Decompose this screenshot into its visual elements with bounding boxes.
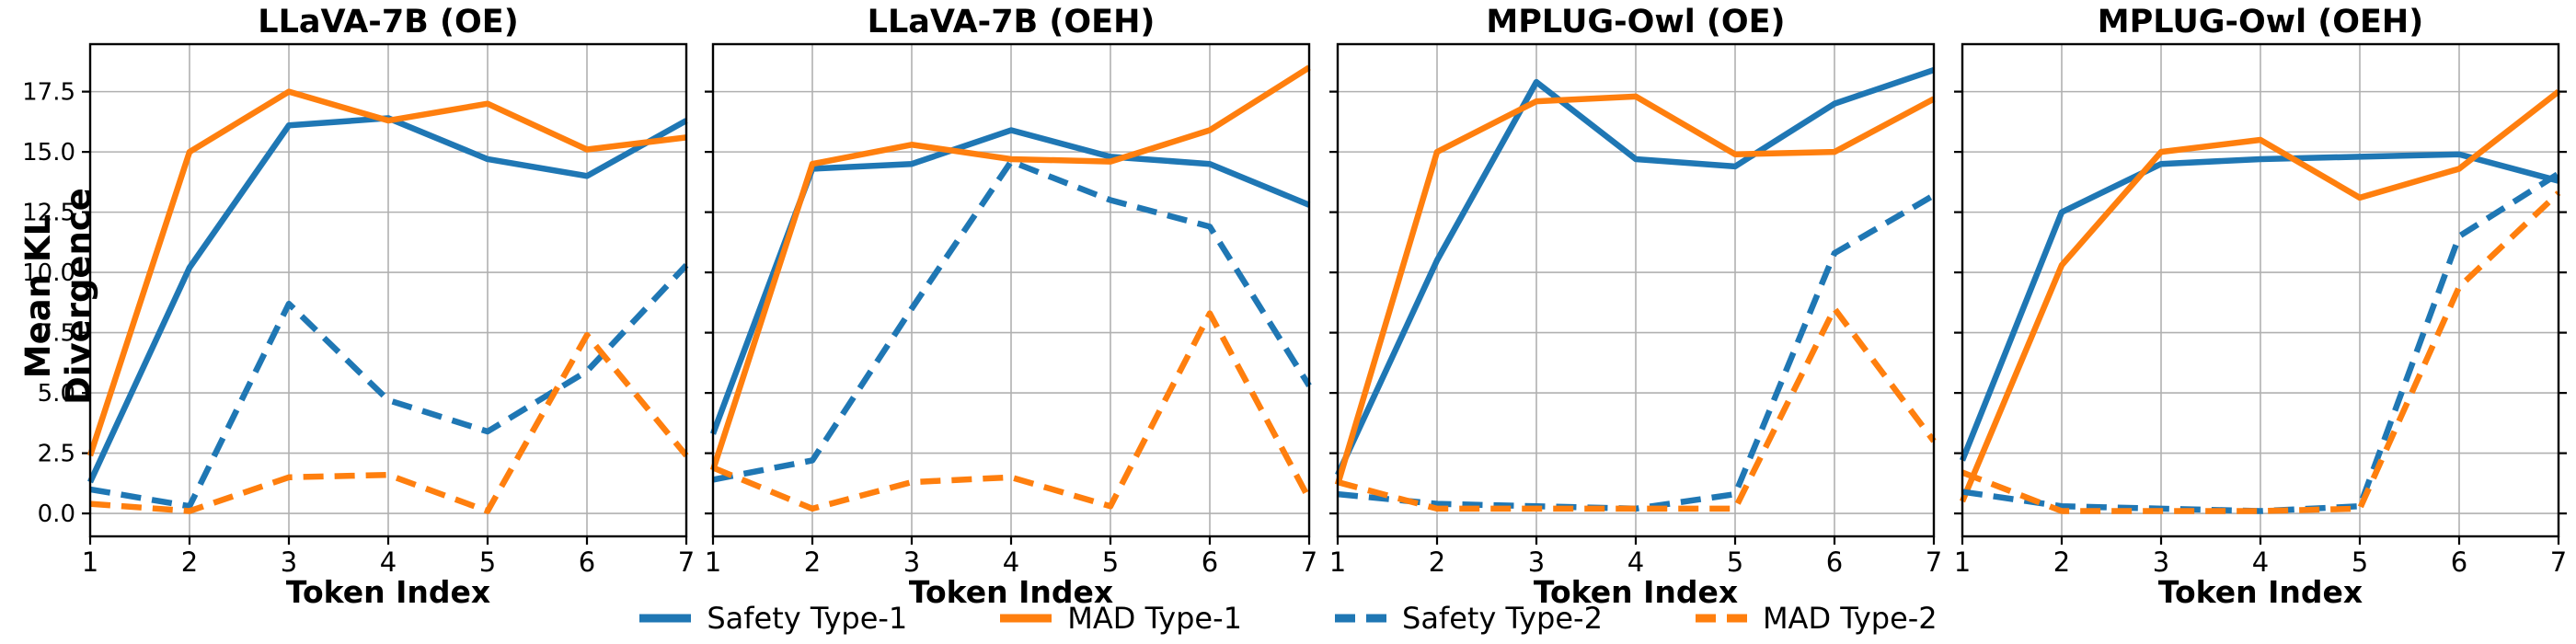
legend-label: MAD Type-1: [1067, 601, 1242, 636]
y-tick-label: 5.0: [38, 380, 75, 408]
subplot-llava-7b-oe: LLaVA-7B (OE) 0.0 2.5 5.0 7.5 10.0 12.5 15.0 17…: [22, 0, 695, 644]
x-tick-label: 6: [579, 546, 595, 578]
x-tick-label: 7: [1301, 546, 1317, 578]
legend-label: MAD Type-2: [1762, 601, 1938, 636]
series-line-safety-type-2: [1961, 170, 2560, 514]
legend-item-mad-type-2: MAD Type-2: [1695, 601, 1938, 636]
series-line-safety-type-1: [1335, 66, 1936, 477]
x-tick-label: 5: [2352, 546, 2368, 578]
subplot-title: MPLUG-Owl (OEH): [2097, 4, 2424, 40]
x-tick-label: 5: [479, 546, 496, 578]
legend-item-safety-type-2: Safety Type-2: [1334, 601, 1603, 636]
y-tick-label: 17.5: [22, 79, 75, 107]
series-line-safety-type-2: [712, 158, 1312, 483]
x-tick-label: 2: [1429, 546, 1445, 578]
x-tick-label: 2: [181, 546, 198, 578]
x-tick-label: 5: [1727, 546, 1743, 578]
y-tick-label: 12.5: [22, 200, 75, 227]
x-tick-label: 1: [1329, 546, 1346, 578]
plot-area: 1 2 3 4 5 6 7: [705, 42, 1317, 578]
x-axis-label: Token Index: [285, 574, 491, 610]
subplot-llava-7b-oeh: LLaVA-7B (OEH) 1 2 3 4 5 6 7 Token Index: [705, 0, 1317, 644]
y-tick-label: 0.0: [38, 500, 75, 528]
x-tick-label: 7: [678, 546, 695, 578]
x-tick-label: 3: [1528, 546, 1545, 578]
series-line-mad-type-1: [86, 88, 687, 457]
legend-line-sample: [1000, 614, 1052, 623]
series-line-safety-type-2: [89, 263, 689, 510]
x-tick-label: 1: [82, 546, 98, 578]
legend-label: Safety Type-1: [707, 601, 908, 636]
legend-label: Safety Type-2: [1402, 601, 1603, 636]
x-tick-label: 1: [705, 546, 721, 578]
x-tick-label: 4: [1627, 546, 1644, 578]
x-axis-label: Token Index: [908, 574, 1114, 610]
x-tick-label: 6: [1826, 546, 1843, 578]
y-tick-label: 15.0: [22, 139, 75, 167]
y-tick-label: 2.5: [38, 441, 75, 468]
legend-line-sample: [1335, 614, 1386, 623]
subplot-mplug-owl-oe: MPLUG-Owl (OE) 1 2 3 4 5 6 7 Token Index: [1329, 0, 1942, 644]
x-tick-label: 4: [2252, 546, 2269, 578]
x-tick-label: 3: [2153, 546, 2169, 578]
subplot-title: LLaVA-7B (OE): [258, 4, 519, 40]
axes-frame: [88, 42, 688, 538]
axes-frame: [1336, 42, 1936, 538]
series-line-safety-type-1: [1959, 151, 2559, 462]
y-tick-label: 10.0: [22, 259, 75, 287]
subplot-mplug-owl-oeh: MPLUG-Owl (OEH) 1 2 3 4 5 6 7 Token Index: [1954, 0, 2567, 644]
legend-line-sample: [639, 614, 692, 623]
legend: Safety Type-1 MAD Type-1 Safety Type-2 M…: [0, 598, 2576, 638]
x-tick-label: 3: [903, 546, 920, 578]
x-tick-label: 2: [804, 546, 821, 578]
plot-area: 0.0 2.5 5.0 7.5 10.0 12.5 15.0 17.5 1 2 3 4 5 6 7: [22, 42, 695, 578]
x-tick-label: 4: [1003, 546, 1019, 578]
legend-item-mad-type-1: MAD Type-1: [999, 601, 1242, 636]
series-line-mad-type-1: [1334, 93, 1936, 486]
axes-frame: [711, 42, 1311, 538]
x-tick-label: 2: [2053, 546, 2070, 578]
x-tick-label: 5: [1102, 546, 1119, 578]
x-tick-label: 1: [1954, 546, 1971, 578]
x-axis-label: Token Index: [2157, 574, 2363, 610]
series-line-mad-type-2: [89, 331, 689, 514]
y-tick-label: 7.5: [38, 320, 75, 348]
subplot-title: LLaVA-7B (OEH): [867, 4, 1156, 40]
x-tick-label: 6: [1202, 546, 1218, 578]
x-tick-label: 7: [1926, 546, 1942, 578]
series-line-mad-type-1: [709, 64, 1311, 471]
x-axis-label: Token Index: [1533, 574, 1739, 610]
plot-area: 1 2 3 4 5 6 7: [1329, 42, 1942, 578]
x-tick-label: 7: [2550, 546, 2567, 578]
series-line-mad-type-1: [1960, 89, 2560, 503]
series-line-mad-type-2: [1961, 190, 2561, 514]
subplot-title: MPLUG-Owl (OE): [1486, 4, 1786, 40]
series-line-mad-type-2: [711, 310, 1312, 512]
y-axis-label: Mean KL Divergence: [18, 188, 98, 405]
legend-item-safety-type-1: Safety Type-1: [638, 601, 907, 636]
axes-frame: [1961, 42, 2560, 538]
x-tick-label: 4: [380, 546, 397, 578]
series-line-mad-type-2: [1337, 305, 1937, 512]
legend-line-sample: [1695, 614, 1747, 623]
plot-area: 1 2 3 4 5 6 7: [1954, 42, 2567, 578]
x-tick-label: 6: [2451, 546, 2467, 578]
x-tick-label: 3: [281, 546, 297, 578]
